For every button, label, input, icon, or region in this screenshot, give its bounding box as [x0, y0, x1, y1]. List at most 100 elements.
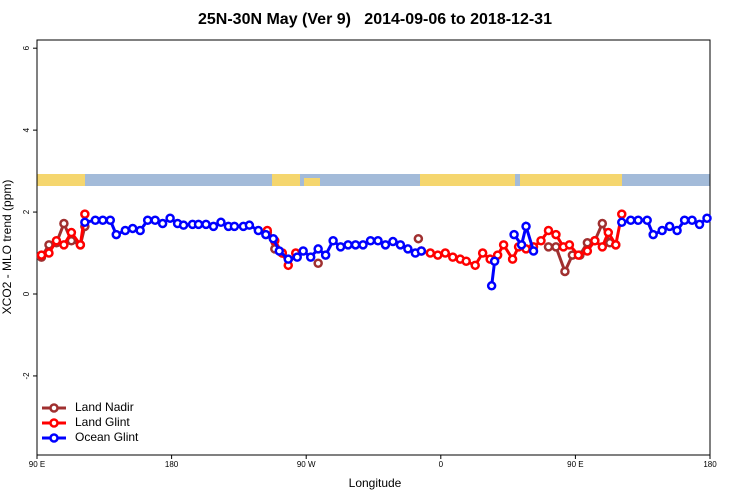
data-point [543, 225, 554, 236]
x-tick-label: 90 W [297, 460, 316, 469]
data-point [208, 221, 219, 232]
data-point [597, 218, 608, 229]
data-point [105, 215, 116, 226]
data-point [543, 242, 554, 252]
data-point [261, 229, 271, 240]
data-point [448, 252, 458, 262]
x-tick-label: 180 [165, 460, 179, 469]
data-point [193, 219, 204, 230]
data-point [150, 215, 160, 226]
x-tick-label: 90 E [29, 460, 45, 469]
y-tick-label: 2 [22, 209, 31, 214]
data-point [305, 252, 316, 262]
data-point [90, 215, 101, 226]
data-point [335, 242, 346, 252]
data-point [611, 240, 621, 250]
data-point [470, 260, 480, 271]
data-point [521, 221, 531, 232]
data-point [477, 248, 488, 258]
data-point [59, 240, 69, 250]
data-point [283, 254, 294, 264]
plot-frame [36, 39, 711, 456]
y-axis-label: XCO2 - MLO trend (ppm) [0, 180, 14, 315]
data-point [365, 235, 376, 246]
data-point [253, 225, 264, 236]
data-point [320, 250, 331, 260]
data-point [298, 246, 308, 256]
data-point [528, 246, 539, 256]
data-point [642, 215, 652, 226]
data-point [403, 244, 413, 254]
data-point [433, 250, 443, 260]
data-point [80, 217, 90, 228]
data-point [244, 220, 255, 230]
map-strip [37, 174, 710, 186]
data-point [687, 215, 697, 226]
data-point [617, 209, 627, 219]
data-point [461, 256, 471, 266]
data-point [551, 242, 561, 252]
data-point [551, 229, 561, 240]
data-point [648, 229, 658, 240]
data-point [75, 240, 86, 250]
data-point [127, 223, 138, 234]
data-point [358, 240, 368, 250]
data-point [672, 225, 682, 236]
data-point [702, 213, 712, 223]
data-point [603, 227, 614, 238]
data-point [51, 235, 62, 246]
legend-marker [49, 418, 59, 428]
data-point [633, 215, 643, 226]
data-point [268, 233, 279, 244]
data-point [135, 225, 145, 236]
data-point [292, 252, 302, 262]
data-point [395, 240, 406, 250]
series-line [84, 216, 708, 286]
data-point [413, 233, 424, 244]
x-axis-label: Longitude [349, 476, 402, 490]
data-point [536, 235, 546, 246]
data-point [440, 248, 451, 258]
legend-marker [49, 403, 59, 413]
data-point [507, 254, 518, 264]
legend-label: Land Glint [75, 415, 130, 429]
data-point [486, 281, 497, 291]
data-point [36, 250, 47, 260]
data-point [313, 258, 323, 269]
data-point [111, 229, 122, 240]
data-point [694, 219, 705, 230]
y-tick-label: -2 [22, 372, 31, 380]
data-point [597, 242, 608, 252]
data-point [274, 246, 285, 256]
data-point [178, 220, 189, 230]
data-point [416, 246, 427, 256]
data-point [564, 240, 575, 250]
data-point [44, 248, 54, 258]
y-tick-label: 4 [22, 127, 31, 132]
data-point [120, 225, 130, 236]
data-point [59, 218, 69, 229]
data-point [509, 229, 519, 240]
data-point [216, 217, 226, 228]
legend-label: Land Nadir [75, 400, 134, 414]
y-tick-label: 0 [22, 291, 31, 296]
data-point [560, 266, 570, 277]
legend-marker [49, 433, 59, 443]
data-point [313, 244, 323, 254]
data-point [625, 215, 636, 226]
data-point [498, 240, 509, 250]
data-point [328, 235, 338, 246]
x-tick-label: 0 [439, 460, 444, 469]
data-point [516, 240, 527, 250]
data-point [617, 217, 627, 228]
data-point [343, 240, 353, 250]
data-point [350, 240, 361, 250]
data-point [157, 218, 168, 229]
data-point [201, 219, 211, 230]
data-point [142, 215, 153, 226]
data-point [657, 225, 667, 236]
chart-title: 25N-30N May (Ver 9) 2014-09-06 to 2018-1… [198, 11, 552, 28]
data-point [229, 221, 240, 232]
